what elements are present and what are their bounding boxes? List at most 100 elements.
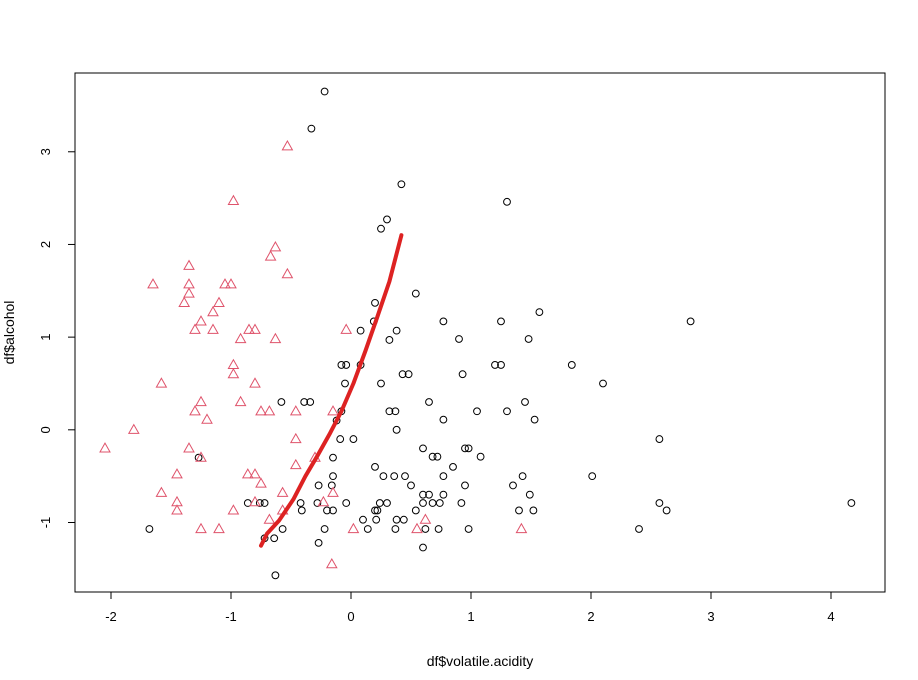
data-point-triangle bbox=[189, 405, 201, 416]
data-point-circle bbox=[341, 379, 349, 388]
x-tick-label: 0 bbox=[347, 609, 354, 624]
data-point-triangle bbox=[155, 486, 168, 497]
data-point-circle bbox=[425, 398, 433, 406]
data-point-circle bbox=[535, 308, 544, 317]
data-point-circle bbox=[320, 525, 329, 533]
data-point-triangle bbox=[227, 194, 240, 205]
data-point-circle bbox=[392, 326, 401, 335]
data-point-circle bbox=[145, 525, 154, 533]
data-point-circle bbox=[419, 490, 427, 499]
data-point-triangle bbox=[263, 513, 276, 524]
data-point-circle bbox=[686, 317, 695, 326]
data-point-circle bbox=[503, 407, 511, 416]
y-tick-label: 3 bbox=[38, 148, 53, 155]
data-point-circle bbox=[314, 481, 323, 490]
y-tick-label: 0 bbox=[38, 426, 53, 433]
data-point-circle bbox=[349, 435, 358, 443]
y-tick-label: 2 bbox=[38, 241, 53, 248]
data-point-circle bbox=[398, 370, 407, 379]
data-point-circle bbox=[306, 398, 315, 406]
data-point-circle bbox=[372, 515, 381, 524]
data-point-circle bbox=[379, 472, 388, 481]
x-tick-label: 4 bbox=[827, 609, 834, 624]
data-point-triangle bbox=[289, 458, 302, 470]
data-point-triangle bbox=[255, 477, 267, 488]
data-point-circle bbox=[635, 525, 643, 533]
data-point-circle bbox=[371, 506, 379, 515]
data-point-circle bbox=[356, 326, 365, 335]
y-tick-label: -1 bbox=[38, 517, 53, 529]
data-point-circle bbox=[314, 538, 323, 547]
y-tick-label: 1 bbox=[38, 334, 53, 341]
data-point-triangle bbox=[155, 377, 168, 388]
fitted-curve bbox=[259, 233, 404, 548]
data-point-circle bbox=[392, 425, 401, 434]
data-point-circle bbox=[373, 506, 382, 515]
data-point-circle bbox=[476, 452, 485, 461]
data-point-triangle bbox=[327, 405, 339, 416]
data-point-circle bbox=[847, 499, 856, 507]
data-point-triangle bbox=[327, 486, 339, 497]
data-point-circle bbox=[464, 444, 473, 453]
data-point-triangle bbox=[249, 468, 261, 479]
data-point-triangle bbox=[289, 432, 302, 444]
data-point-triangle bbox=[227, 358, 240, 370]
data-point-circle bbox=[434, 525, 443, 533]
triangle-points bbox=[99, 140, 528, 569]
data-point-circle bbox=[515, 506, 523, 515]
data-point-circle bbox=[449, 462, 457, 471]
data-point-circle bbox=[296, 499, 305, 507]
data-point-circle bbox=[390, 472, 399, 481]
data-point-triangle bbox=[171, 504, 183, 515]
data-point-triangle bbox=[147, 278, 159, 289]
data-point-circle bbox=[342, 499, 351, 507]
data-point-circle bbox=[342, 361, 351, 369]
data-point-circle bbox=[461, 444, 469, 453]
data-point-circle bbox=[260, 499, 269, 507]
data-point-triangle bbox=[195, 395, 207, 407]
x-tick-label: 3 bbox=[707, 609, 714, 624]
data-point-triangle bbox=[227, 504, 240, 515]
data-point-circle bbox=[300, 398, 309, 406]
data-point-circle bbox=[363, 525, 372, 533]
circle-points bbox=[145, 87, 856, 580]
data-point-circle bbox=[377, 224, 385, 233]
data-point-triangle bbox=[243, 323, 255, 334]
data-point-circle bbox=[329, 472, 337, 481]
data-point-circle bbox=[439, 415, 448, 424]
data-point-triangle bbox=[189, 323, 201, 334]
data-point-circle bbox=[375, 499, 384, 507]
data-point-circle bbox=[337, 361, 346, 369]
x-tick-label: 1 bbox=[467, 609, 474, 624]
data-point-triangle bbox=[249, 323, 261, 334]
data-point-circle bbox=[599, 379, 607, 388]
data-point-circle bbox=[377, 379, 385, 388]
data-point-circle bbox=[425, 490, 433, 499]
data-point-circle bbox=[255, 499, 264, 507]
data-point-circle bbox=[491, 361, 499, 369]
data-point-circle bbox=[411, 506, 420, 515]
data-point-triangle bbox=[411, 522, 423, 534]
data-point-circle bbox=[320, 87, 329, 96]
data-point-triangle bbox=[183, 278, 195, 289]
y-axis-label: df$alcohol bbox=[1, 301, 17, 365]
data-point-circle bbox=[278, 525, 287, 533]
data-point-circle bbox=[530, 415, 539, 424]
data-point-triangle bbox=[183, 259, 195, 270]
data-point-circle bbox=[655, 499, 664, 507]
data-point-circle bbox=[428, 499, 437, 507]
data-point-triangle bbox=[219, 278, 231, 289]
data-point-circle bbox=[455, 335, 463, 343]
data-point-triangle bbox=[241, 468, 254, 479]
data-point-circle bbox=[439, 490, 448, 499]
data-point-circle bbox=[525, 490, 534, 499]
data-point-circle bbox=[588, 472, 597, 481]
data-point-circle bbox=[529, 506, 538, 515]
data-point-circle bbox=[391, 525, 400, 533]
data-point-triangle bbox=[289, 405, 302, 416]
data-point-circle bbox=[323, 506, 331, 515]
data-point-circle bbox=[567, 361, 576, 369]
data-point-triangle bbox=[183, 287, 195, 298]
data-point-triangle bbox=[347, 522, 360, 534]
data-point-triangle bbox=[127, 423, 140, 434]
